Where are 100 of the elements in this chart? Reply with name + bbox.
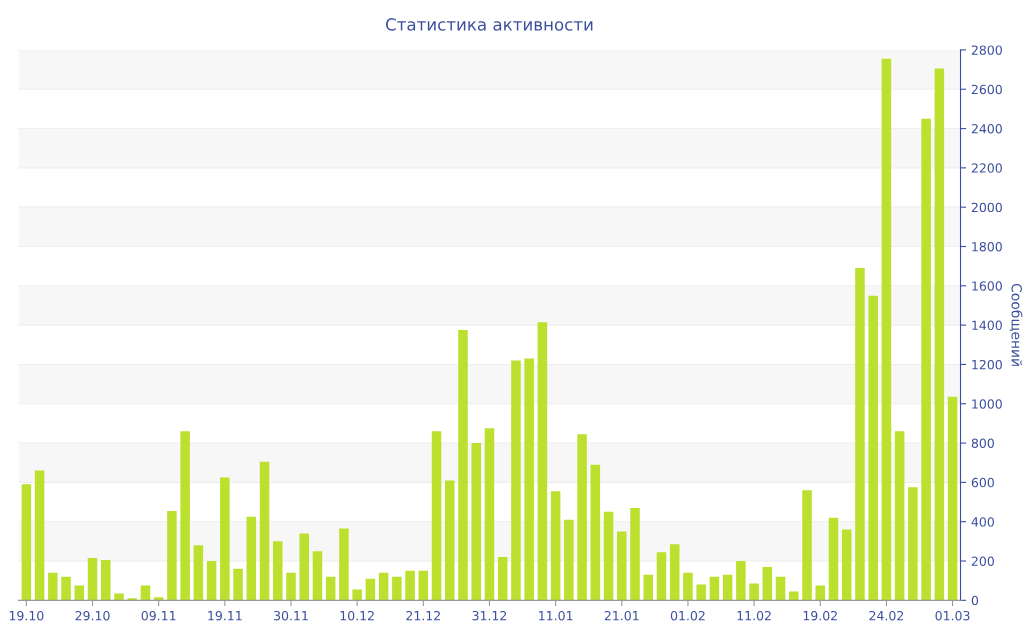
bar <box>947 396 958 601</box>
bar <box>868 295 878 601</box>
bar <box>220 477 230 601</box>
bar <box>921 118 931 601</box>
y-tick-label: 1200 <box>972 359 1002 370</box>
bar <box>590 464 601 601</box>
bar <box>564 519 574 601</box>
bar <box>418 570 429 601</box>
bar <box>881 58 892 601</box>
bar <box>497 557 508 601</box>
chart-title: Статистика активности <box>386 18 593 31</box>
bar <box>511 360 521 601</box>
bar <box>458 330 468 601</box>
bar <box>48 572 58 601</box>
bar <box>550 491 561 601</box>
bar <box>312 551 323 601</box>
bar <box>709 576 720 601</box>
bar <box>789 591 799 601</box>
y-tick-label: 1400 <box>972 320 1002 331</box>
bar <box>749 583 759 601</box>
bar <box>74 585 85 601</box>
bar <box>934 68 945 601</box>
bar <box>894 431 905 601</box>
bar <box>802 490 812 601</box>
x-tick-label: 31.12 <box>472 610 507 621</box>
bar <box>286 572 296 601</box>
y-tick-label: 1600 <box>972 281 1002 291</box>
bar <box>722 574 733 601</box>
bar <box>696 584 706 601</box>
bar <box>603 511 614 601</box>
bar <box>736 561 746 601</box>
y-tick-label: 1000 <box>972 399 1002 409</box>
x-tick-label: 11.01 <box>539 610 573 621</box>
bar <box>34 470 45 601</box>
y-tick-label: 2800 <box>971 45 1002 55</box>
x-tick-label: 21.01 <box>604 610 639 621</box>
bar <box>683 572 693 601</box>
bar <box>339 528 349 601</box>
bar <box>828 517 839 601</box>
bar <box>206 561 217 601</box>
bar <box>815 585 826 601</box>
bar <box>352 589 362 601</box>
x-tick-label: 10.12 <box>340 610 374 621</box>
bar <box>392 576 402 601</box>
x-tick-label: 01.02 <box>670 610 705 621</box>
x-tick-label: 09.11 <box>141 610 176 621</box>
bar <box>630 507 640 601</box>
bar <box>524 358 534 601</box>
bar <box>775 576 786 601</box>
x-tick-label: 19.02 <box>803 610 837 621</box>
bar <box>365 578 376 601</box>
x-tick-label: 01.03 <box>935 610 970 621</box>
bar <box>656 552 667 601</box>
bar <box>325 576 336 601</box>
x-tick-label: 30.11 <box>274 610 308 621</box>
bar <box>762 566 773 601</box>
bar <box>405 570 415 601</box>
y-tick-label: 200 <box>971 556 994 566</box>
bar <box>445 480 455 601</box>
x-tick-label: 11.02 <box>737 610 771 621</box>
bar <box>114 593 124 601</box>
bar <box>153 597 164 601</box>
y-tick-label: 600 <box>971 477 994 488</box>
y-tick-label: 2400 <box>971 124 1002 134</box>
bar <box>21 484 32 601</box>
y-tick-label: 800 <box>971 438 994 448</box>
bar <box>246 516 257 601</box>
bar <box>101 560 111 601</box>
bar <box>87 558 98 601</box>
x-tick-label: 19.11 <box>208 610 242 621</box>
bar <box>855 268 865 601</box>
bar <box>61 576 71 601</box>
bar <box>431 431 442 601</box>
y-tick-label: 2000 <box>971 202 1002 213</box>
bar <box>669 544 680 601</box>
bar <box>643 574 654 601</box>
bar <box>193 545 204 601</box>
bar <box>617 531 627 601</box>
bar <box>908 487 918 601</box>
bar <box>140 585 151 601</box>
bar <box>577 434 587 601</box>
x-tick-label: 29.10 <box>75 610 110 621</box>
y-tick-label: 2600 <box>971 84 1002 95</box>
bar <box>537 322 548 601</box>
bar <box>167 510 177 601</box>
bar <box>841 529 852 601</box>
bar <box>259 461 270 601</box>
bar <box>484 428 495 601</box>
bar <box>273 541 283 601</box>
y-tick-label: 400 <box>971 517 994 527</box>
y-tick-label: 1800 <box>972 241 1002 252</box>
x-tick-label: 24.02 <box>869 610 904 621</box>
x-tick-label: 19.10 <box>9 610 44 621</box>
y-tick-label: 0 <box>971 595 979 606</box>
y-axis-title: Сообщений <box>1009 283 1023 366</box>
bar <box>471 443 481 601</box>
bar <box>233 568 243 601</box>
bar <box>180 431 190 601</box>
y-tick-label: 2200 <box>971 163 1002 173</box>
bar <box>378 572 389 601</box>
